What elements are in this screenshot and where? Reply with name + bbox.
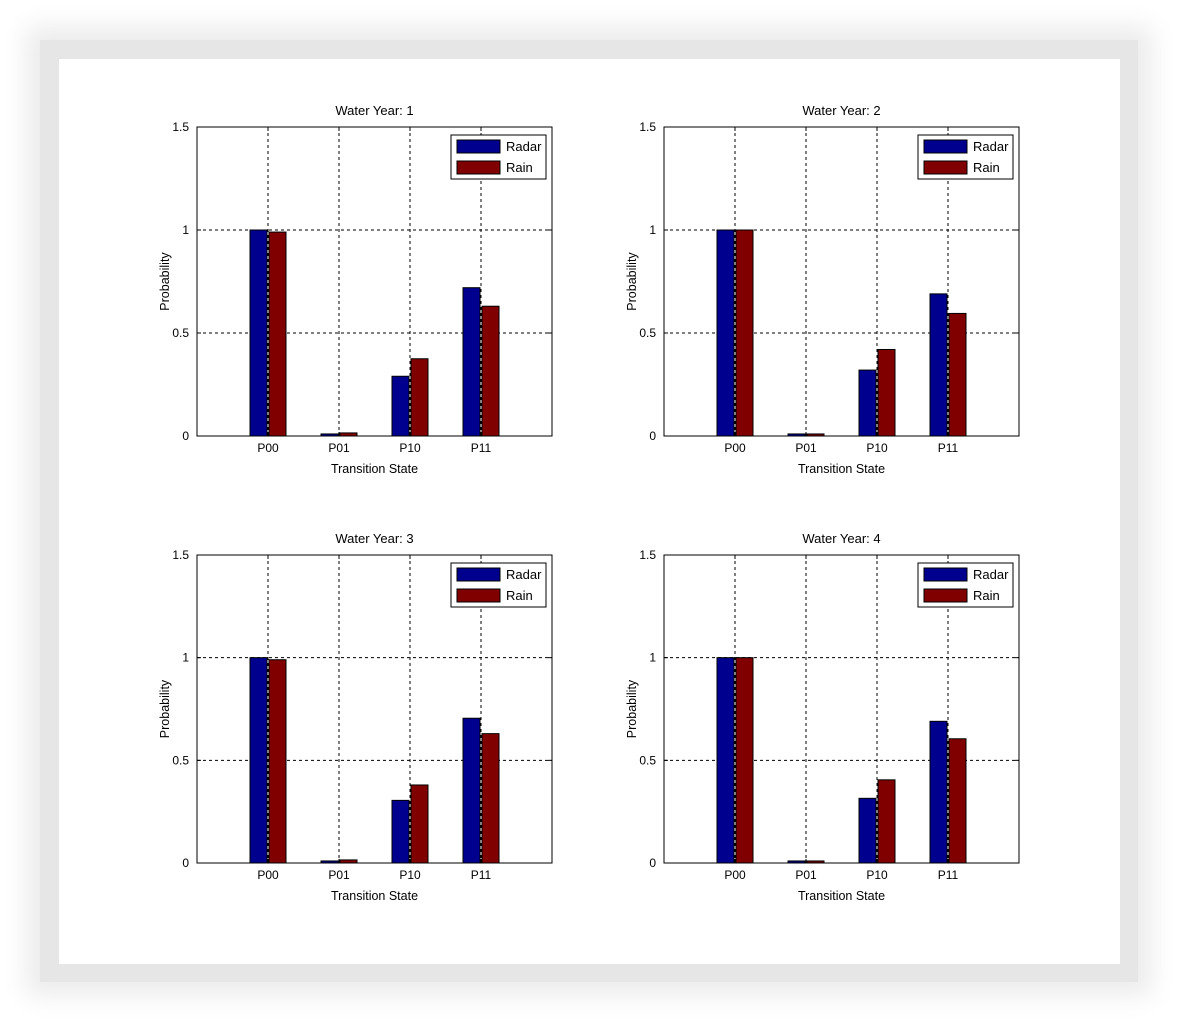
x-tick-label: P01 [795,868,817,882]
legend-label-rain: Rain [973,588,1000,603]
y-tick-label: 0.5 [172,753,189,767]
chart-title: Water Year: 1 [335,103,413,118]
x-axis-label: Transition State [331,889,418,903]
legend-label-radar: Radar [973,567,1009,582]
legend-swatch-rain [456,160,501,175]
bar-radar-p00 [249,229,268,437]
legend: Radar Rain [450,134,547,180]
y-tick-label: 1 [182,651,189,665]
legend-swatch-radar [923,567,968,582]
bar-rain-p11 [948,312,967,437]
bar-radar-p11 [929,293,948,437]
x-tick-label: P00 [257,441,279,455]
axes-frame [663,554,1020,864]
bar-rain-p10 [410,784,429,864]
x-axis-label: Transition State [331,462,418,476]
x-tick-label: P10 [399,441,421,455]
x-tick-label: P01 [328,868,350,882]
bar-radar-p10 [391,375,410,437]
bar-rain-p00 [735,229,754,437]
legend-label-radar: Radar [506,567,542,582]
y-tick-label: 0 [182,429,189,443]
legend: Radar Rain [917,562,1014,608]
y-axis-label: Probability [625,252,639,311]
axes-frame [196,554,553,864]
y-tick-label: 0 [649,856,656,870]
x-tick-label: P10 [399,868,421,882]
x-tick-label: P10 [866,868,888,882]
subplot-3: 0 0.5 1 1.5 P00 P01 P10 P11 Water Year: 3 Transit… [158,531,553,903]
y-tick-label: 1 [649,223,656,237]
bar-radar-p00 [716,229,735,437]
bar-rain-p11 [481,733,500,864]
legend-swatch-radar [923,139,968,154]
y-tick-label: 1.5 [172,120,189,134]
legend-swatch-rain [456,588,501,603]
y-tick-label: 0 [649,429,656,443]
y-tick-label: 0.5 [639,326,656,340]
x-tick-label: P11 [938,441,959,455]
bar-radar-p00 [249,657,268,864]
chart-title: Water Year: 2 [802,103,880,118]
bar-radar-p11 [929,720,948,864]
axes-frame [663,126,1020,437]
bar-radar-p11 [462,287,481,437]
bar-radar-p11 [462,717,481,864]
bar-rain-p00 [268,231,287,437]
x-tick-label: P01 [795,441,817,455]
legend-label-rain: Rain [973,160,1000,175]
bar-radar-p10 [858,369,877,437]
y-tick-label: 1.5 [639,120,656,134]
x-axis-label: Transition State [798,462,885,476]
axes-frame [196,126,553,437]
subplot-1: 0 0.5 1 1.5 P00 P01 P10 P11 Water Year: 1 Transit… [158,103,553,476]
x-tick-label: P00 [724,441,746,455]
y-tick-label: 0 [182,856,189,870]
legend: Radar Rain [917,134,1014,180]
x-tick-label: P10 [866,441,888,455]
bar-radar-p10 [391,799,410,864]
legend-swatch-radar [456,139,501,154]
bar-radar-p10 [858,797,877,864]
y-axis-label: Probability [158,679,172,738]
y-tick-label: 0.5 [639,753,656,767]
y-axis-label: Probability [625,679,639,738]
bar-rain-p10 [410,358,429,437]
y-tick-label: 1.5 [639,548,656,562]
bar-rain-p00 [735,657,754,864]
y-tick-label: 1 [182,223,189,237]
legend-label-rain: Rain [506,588,533,603]
y-tick-label: 1 [649,651,656,665]
x-tick-label: P00 [724,868,746,882]
subplot-4: 0 0.5 1 1.5 P00 P01 P10 P11 Water Year: 4 Transit… [625,531,1020,903]
legend-swatch-radar [456,567,501,582]
x-tick-label: P11 [938,868,959,882]
subplot-2: 0 0.5 1 1.5 P00 P01 P10 P11 Water Year: 2 Transit… [625,103,1020,476]
legend-label-radar: Radar [973,139,1009,154]
x-tick-label: P11 [471,868,492,882]
y-tick-label: 0.5 [172,326,189,340]
chart-title: Water Year: 4 [802,531,880,546]
legend-swatch-rain [923,588,968,603]
bar-rain-p10 [877,779,896,864]
x-tick-label: P01 [328,441,350,455]
legend-label-radar: Radar [506,139,542,154]
legend: Radar Rain [450,562,547,608]
bar-rain-p00 [268,659,287,864]
bar-radar-p00 [716,657,735,864]
x-tick-label: P11 [471,441,492,455]
legend-label-rain: Rain [506,160,533,175]
y-tick-label: 1.5 [172,548,189,562]
bar-rain-p10 [877,348,896,437]
legend-swatch-rain [923,160,968,175]
y-axis-label: Probability [158,252,172,311]
x-tick-label: P00 [257,868,279,882]
chart-title: Water Year: 3 [335,531,413,546]
bar-rain-p11 [948,738,967,864]
x-axis-label: Transition State [798,889,885,903]
bar-rain-p11 [481,305,500,437]
